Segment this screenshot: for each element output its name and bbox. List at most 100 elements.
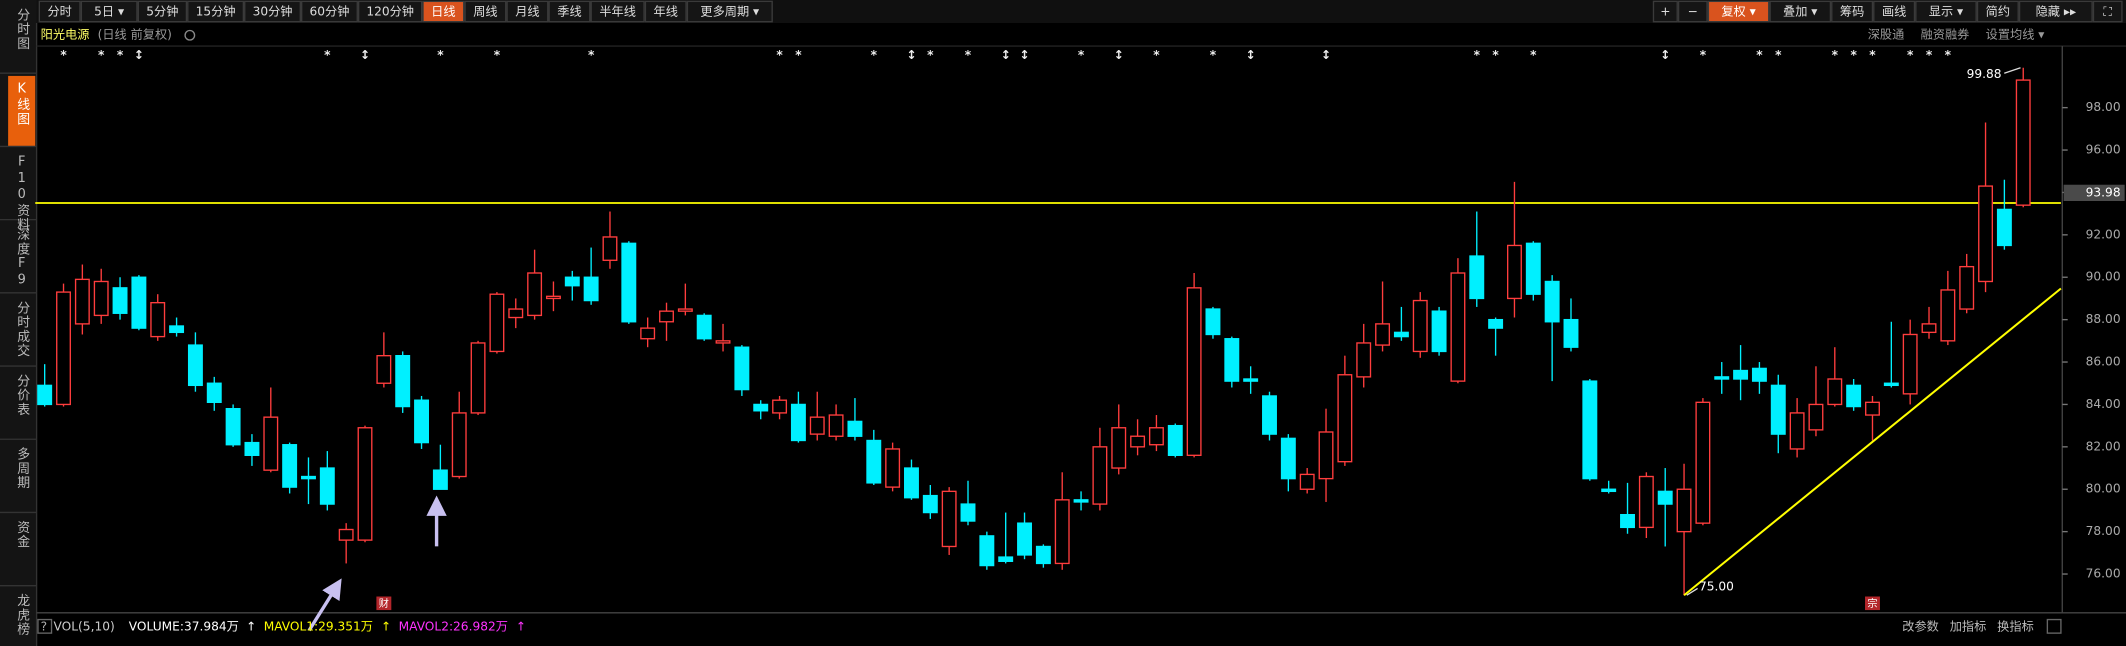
candle-body [1205, 308, 1221, 336]
event-marker[interactable]: * [60, 48, 67, 62]
header-link[interactable]: 设置均线 ▾ [1986, 28, 2046, 42]
toolbar-button[interactable] [1873, 0, 1916, 23]
event-marker[interactable]: * [117, 48, 124, 62]
footer-close[interactable] [2046, 618, 2062, 634]
event-marker[interactable]: * [1945, 48, 1952, 62]
event-marker[interactable]: * [927, 48, 934, 62]
toolbar-button[interactable] [187, 0, 245, 23]
event-marker[interactable]: * [1153, 48, 1160, 62]
footer-item: ↑ [516, 620, 526, 634]
candle-body [1186, 287, 1202, 456]
event-marker[interactable]: ↕ [906, 48, 916, 62]
candle-body [1130, 435, 1146, 448]
sidebar-item[interactable]: F10资料 [14, 155, 29, 233]
event-marker[interactable]: * [324, 48, 331, 62]
toolbar-button[interactable] [244, 0, 302, 23]
toolbar-button[interactable] [686, 0, 773, 23]
event-marker[interactable]: * [965, 48, 972, 62]
event-marker[interactable]: ↕ [1001, 48, 1011, 62]
event-marker[interactable]: ↕ [1246, 48, 1256, 62]
toolbar-button[interactable] [1652, 0, 1678, 23]
header-link[interactable]: 深股通 [1868, 28, 1905, 42]
price-tag-label: 93.98 [2086, 185, 2121, 199]
footer-link[interactable]: 加指标 [1950, 619, 1987, 634]
candle-body [941, 490, 957, 548]
sidebar-item[interactable]: 资金 [14, 521, 29, 549]
event-marker[interactable]: * [1756, 48, 1763, 62]
event-marker[interactable]: * [795, 48, 802, 62]
toolbar-button[interactable] [1707, 0, 1770, 23]
event-marker[interactable]: * [776, 48, 783, 62]
toolbar-button[interactable] [644, 0, 687, 23]
candle-body [1902, 333, 1918, 395]
footer-link[interactable]: 改参数 [1902, 619, 1939, 634]
header-link[interactable]: 融资融券 [1921, 27, 1970, 42]
candle-body [1054, 499, 1070, 565]
event-marker[interactable]: ↕ [134, 48, 144, 62]
candle-body [866, 439, 882, 484]
help-box[interactable] [37, 618, 53, 634]
event-marker[interactable]: * [1850, 48, 1857, 62]
event-marker[interactable]: * [1907, 48, 1914, 62]
flag-label: 宗 [1867, 597, 1877, 610]
event-marker[interactable]: * [1474, 48, 1481, 62]
candle-body [1582, 380, 1598, 480]
footer-item: ↑ [246, 620, 256, 634]
toolbar-button[interactable] [137, 0, 188, 23]
candle-body [828, 414, 844, 437]
toolbar-button[interactable] [2092, 0, 2123, 23]
event-marker[interactable]: ↕ [1660, 48, 1670, 62]
candle-body [225, 408, 241, 446]
toolbar-button[interactable] [1915, 0, 1977, 23]
sidebar-item[interactable]: K线图 [14, 81, 29, 126]
toolbar-button[interactable] [1769, 0, 1832, 23]
toolbar-label: 30分钟 [253, 4, 293, 19]
sidebar-item[interactable]: 分时成交 [14, 301, 29, 358]
event-marker[interactable]: * [1700, 48, 1707, 62]
toolbar-button[interactable] [357, 0, 423, 23]
footer-item: VOL(5,10) [54, 620, 115, 634]
footer-link[interactable]: 换指标 [1997, 619, 2034, 634]
event-marker[interactable]: * [1926, 48, 1933, 62]
event-marker[interactable]: ↕ [1114, 48, 1124, 62]
event-marker[interactable]: * [1492, 48, 1499, 62]
toolbar-button[interactable] [2018, 0, 2093, 23]
event-marker[interactable]: * [871, 48, 878, 62]
candle-body [1262, 395, 1277, 435]
sidebar-item[interactable]: 龙虎榜 [14, 594, 29, 637]
event-marker[interactable]: * [1869, 48, 1876, 62]
event-marker[interactable]: * [1210, 48, 1217, 62]
settings-icon[interactable] [184, 29, 196, 41]
toolbar-label: 年线 [654, 5, 678, 19]
toolbar-button[interactable] [422, 0, 465, 23]
sidebar-item[interactable]: 深度F9 [14, 228, 29, 289]
sidebar-item[interactable]: 多周期 [14, 447, 29, 490]
toolbar-button[interactable] [1831, 0, 1874, 23]
event-marker[interactable]: * [494, 48, 501, 62]
event-marker[interactable]: * [98, 48, 105, 62]
sidebar-item[interactable]: 分价表 [14, 374, 29, 417]
event-marker[interactable]: * [1078, 48, 1085, 62]
event-marker[interactable]: * [1775, 48, 1782, 62]
sidebar-item[interactable]: 分时图 [14, 8, 29, 51]
candle-body [715, 340, 731, 344]
toolbar-button[interactable] [1677, 0, 1708, 23]
flag-box[interactable] [376, 596, 392, 611]
event-marker[interactable]: ↕ [1321, 48, 1331, 62]
toolbar-button[interactable] [506, 0, 549, 23]
toolbar-button[interactable] [548, 0, 591, 23]
toolbar-button[interactable] [1976, 0, 2019, 23]
toolbar-button[interactable] [80, 0, 138, 23]
event-marker[interactable]: * [1832, 48, 1839, 62]
toolbar-button[interactable] [301, 0, 358, 23]
toolbar-button[interactable] [590, 0, 645, 23]
event-marker[interactable]: ↕ [360, 48, 370, 62]
event-marker[interactable]: * [1530, 48, 1537, 62]
event-marker[interactable]: * [437, 48, 444, 62]
toolbar-button[interactable] [38, 0, 81, 23]
flag-box[interactable] [1865, 596, 1880, 611]
toolbar-button[interactable] [464, 0, 507, 23]
y-tick-label: 82.00 [2086, 439, 2121, 453]
event-marker[interactable]: * [588, 48, 595, 62]
event-marker[interactable]: ↕ [1019, 48, 1029, 62]
